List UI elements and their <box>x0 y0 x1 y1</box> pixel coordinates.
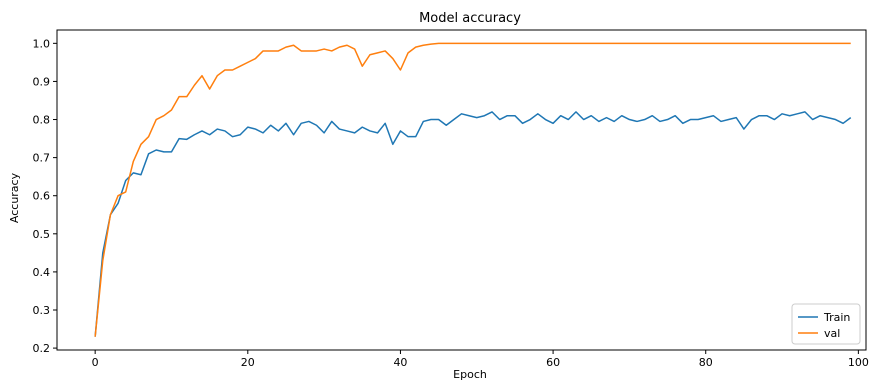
legend-label-val: val <box>824 327 840 340</box>
x-tick-label: 20 <box>241 356 255 369</box>
y-tick-label: 0.3 <box>33 304 51 317</box>
x-tick-label: 0 <box>92 356 99 369</box>
axes: 0 20 40 60 80 100 0.2 0.3 0.4 0.5 0.6 0.7 0.8 0.9 1.0 <box>33 29 869 369</box>
plot-area <box>94 42 852 337</box>
y-tick-label: 1.0 <box>33 37 51 50</box>
x-axis-label: Epoch <box>453 368 487 381</box>
plot-frame <box>56 29 867 351</box>
y-tick-label: 0.2 <box>33 342 51 355</box>
y-tick-label: 0.8 <box>33 114 51 127</box>
y-tick-label: 0.7 <box>33 152 51 165</box>
legend-label-train: Train <box>823 311 850 324</box>
y-tick-label: 0.6 <box>33 190 51 203</box>
legend-box <box>791 303 861 345</box>
series-line-train <box>94 111 852 337</box>
y-tick-label: 0.5 <box>33 228 51 241</box>
x-tick-label: 40 <box>393 356 407 369</box>
legend: Train val <box>791 303 861 345</box>
series-line-val <box>94 42 851 337</box>
y-axis-label: Accuracy <box>8 172 21 223</box>
x-tick-label: 80 <box>699 356 713 369</box>
x-tick-label: 60 <box>546 356 560 369</box>
y-tick-label: 0.4 <box>33 266 51 279</box>
x-tick-label: 100 <box>848 356 869 369</box>
chart-title: Model accuracy <box>419 11 521 26</box>
y-tick-label: 0.9 <box>33 75 51 88</box>
